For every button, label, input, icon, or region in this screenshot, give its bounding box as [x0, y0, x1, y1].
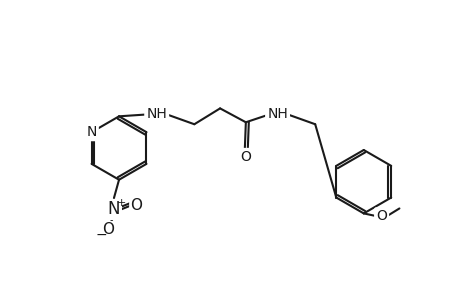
Text: NH: NH: [267, 107, 287, 121]
Text: N: N: [107, 200, 120, 218]
Text: +: +: [116, 197, 125, 208]
Text: O: O: [102, 222, 114, 237]
Text: O: O: [375, 209, 386, 224]
Text: NH: NH: [146, 107, 167, 121]
Text: N: N: [86, 125, 96, 139]
Text: O: O: [240, 150, 251, 164]
Text: −: −: [95, 228, 107, 242]
Text: O: O: [129, 198, 141, 213]
